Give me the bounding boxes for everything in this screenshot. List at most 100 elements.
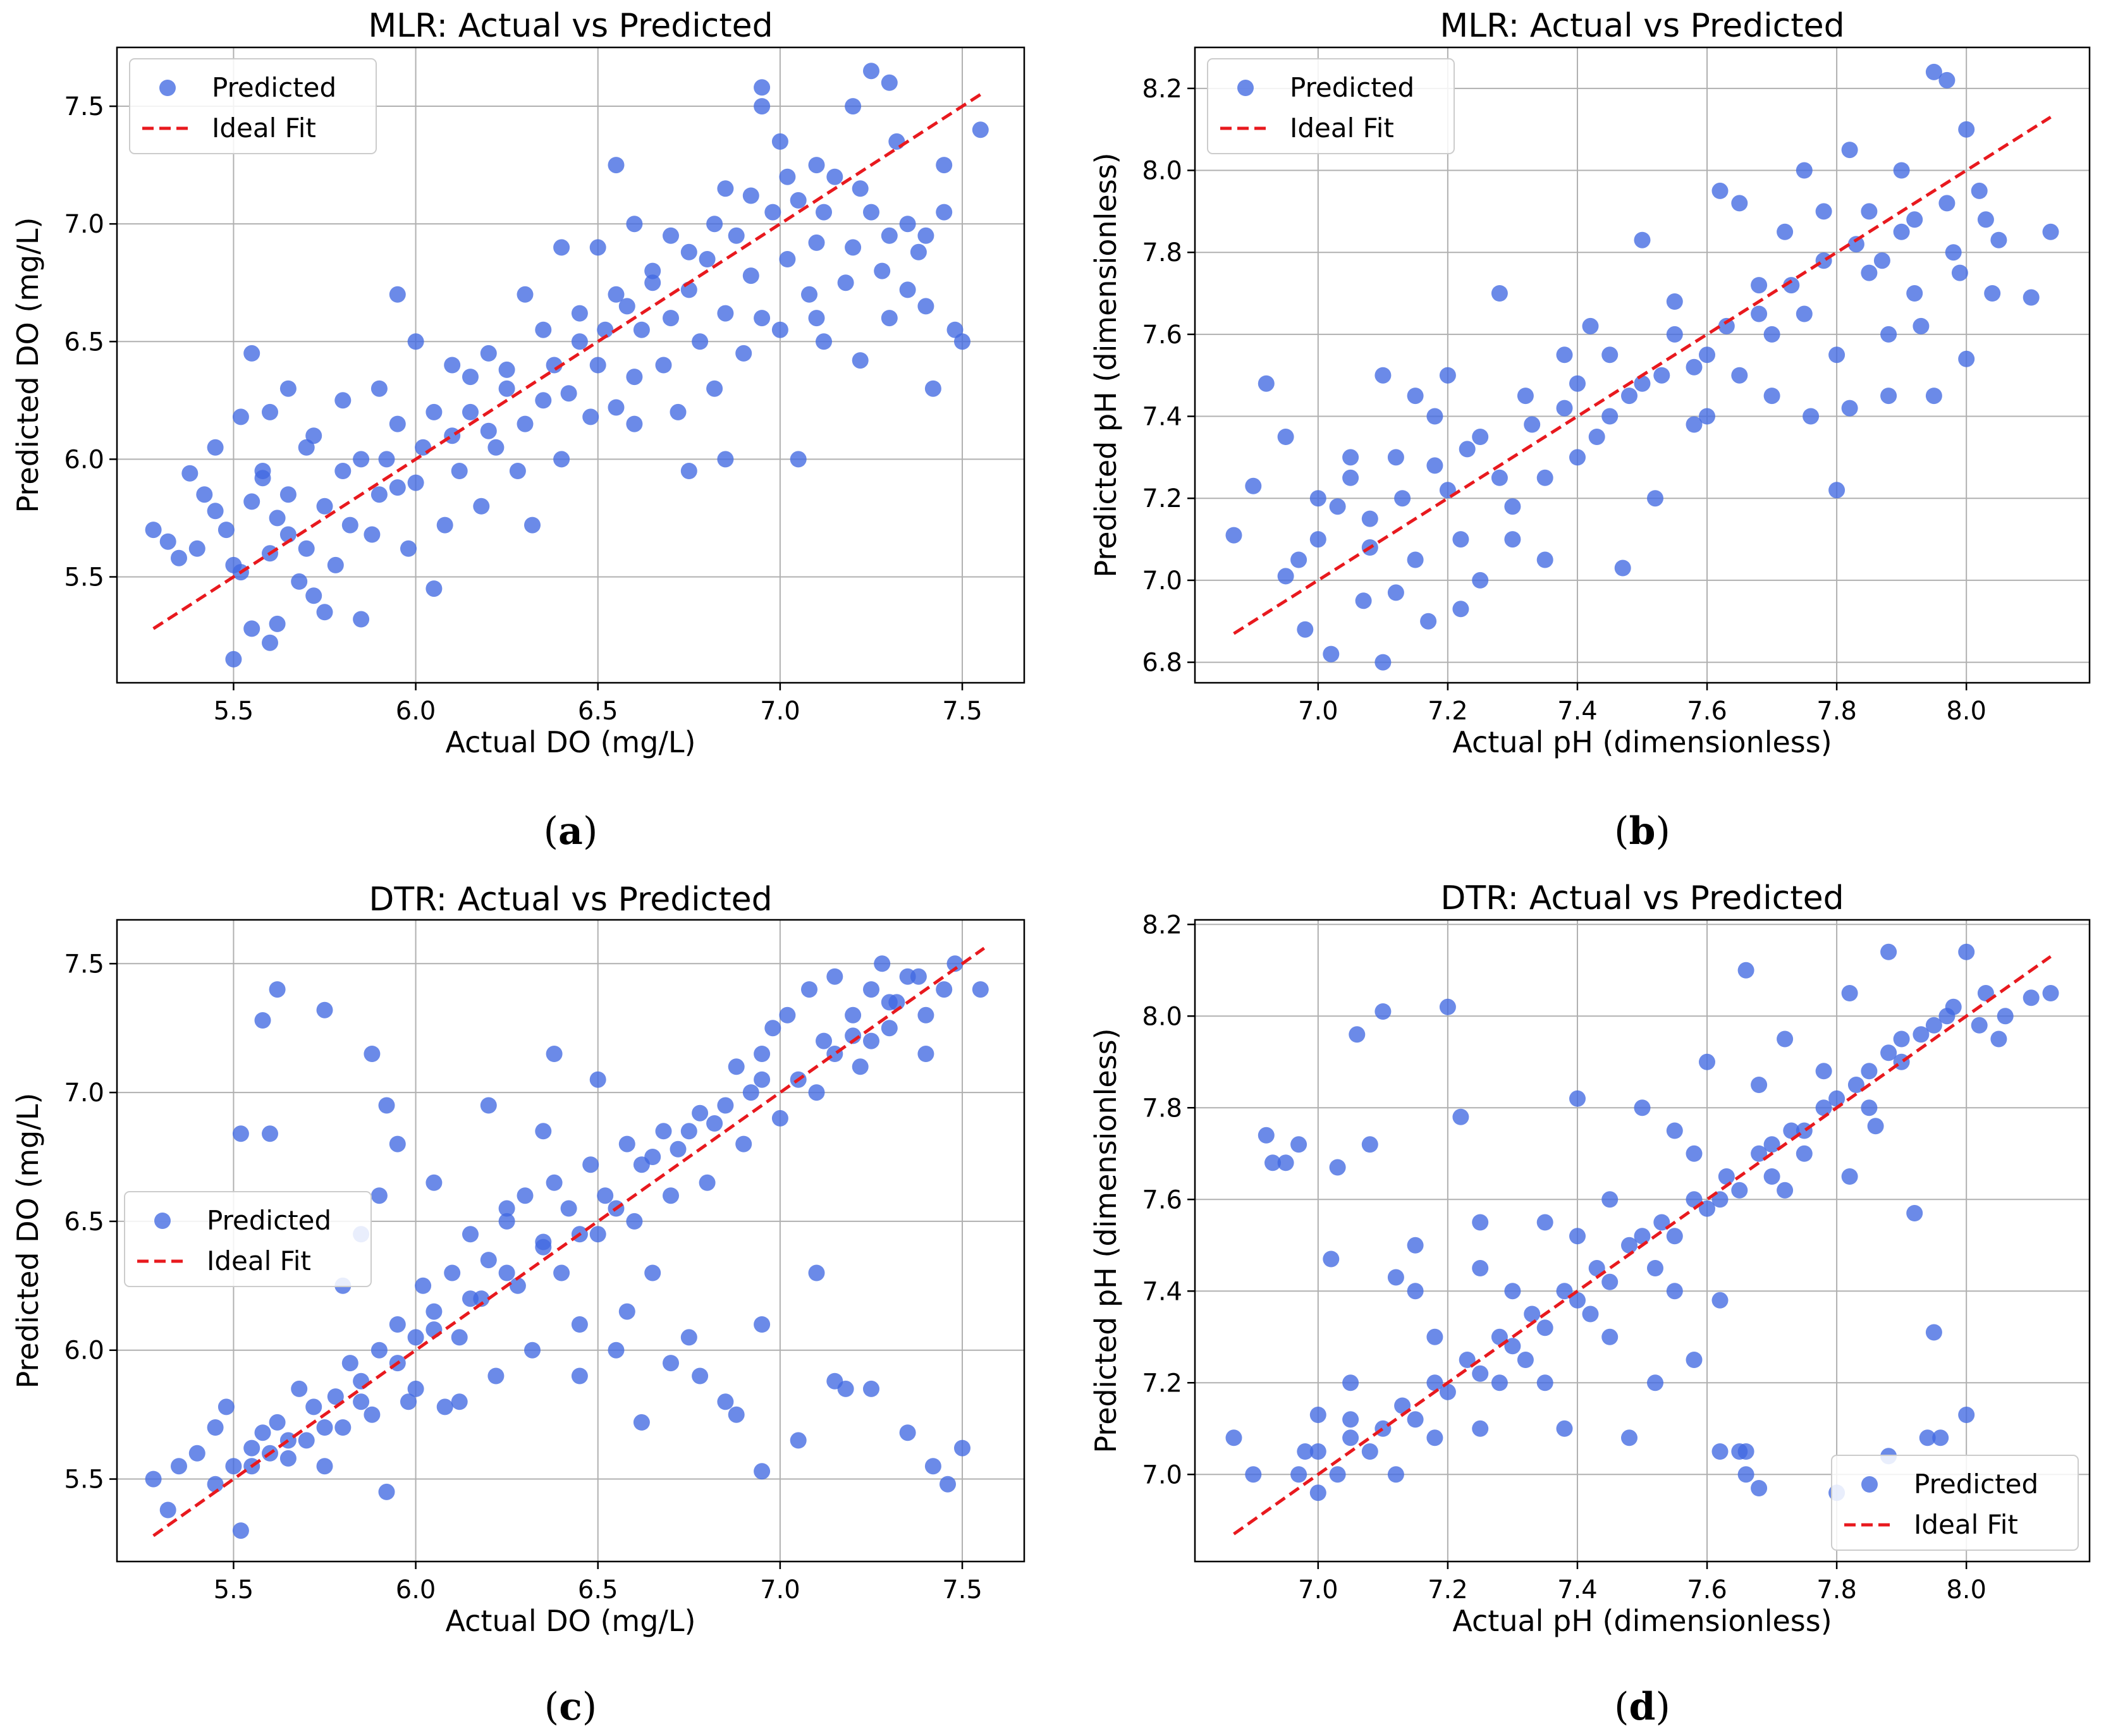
x-tick-label: 6.5 <box>578 1575 618 1605</box>
x-tick-label: 7.6 <box>1687 697 1727 726</box>
x-tick-label: 5.5 <box>214 697 254 726</box>
x-tick-label: 7.4 <box>1557 697 1598 726</box>
scatter-point <box>597 1187 614 1204</box>
scatter-point <box>1634 1099 1651 1116</box>
scatter-point <box>1309 1443 1326 1460</box>
plot-frame <box>116 919 1025 1563</box>
y-tick-label: 6.0 <box>64 445 104 474</box>
scatter-point <box>717 1097 734 1114</box>
scatter-point <box>826 168 843 185</box>
x-tick-label: 7.5 <box>942 697 982 726</box>
scatter-point <box>1893 223 1910 240</box>
scatter-point <box>1426 457 1443 474</box>
scatter-point <box>1945 998 1962 1015</box>
scatter-point <box>1361 510 1378 527</box>
scatter-point <box>1815 1099 1832 1116</box>
scatter-point <box>1873 252 1890 269</box>
scatter-point <box>262 1125 278 1142</box>
scatter-point <box>444 427 461 444</box>
scatter-point <box>589 1071 606 1088</box>
scatter-point <box>1426 408 1443 425</box>
scatter-point <box>145 1470 162 1488</box>
scatter-point <box>1751 1077 1768 1093</box>
scatter-point <box>1569 1090 1586 1107</box>
scatter-point <box>415 1277 432 1294</box>
scatter-point <box>1783 1122 1800 1139</box>
scatter-point <box>571 305 588 322</box>
scatter-point <box>389 286 406 303</box>
scatter-point <box>680 1329 697 1346</box>
scatter-point <box>2023 989 2040 1006</box>
scatter-point <box>487 439 505 456</box>
scatter-point <box>298 540 315 557</box>
scatter-point <box>225 1458 242 1475</box>
scatter-point <box>425 1321 443 1338</box>
scatter-point <box>1556 400 1573 417</box>
scatter-point <box>881 310 898 327</box>
legend-box <box>129 58 377 154</box>
scatter-point <box>1815 252 1832 269</box>
scatter-point <box>217 522 235 539</box>
y-tick-label: 8.0 <box>1142 157 1182 186</box>
x-tick-label: 6.0 <box>396 697 436 726</box>
y-tick-label: 6.5 <box>64 327 104 357</box>
scatter-point <box>316 1419 333 1436</box>
scatter-point <box>1971 182 1988 199</box>
scatter-point <box>159 1501 176 1519</box>
scatter-point <box>1751 277 1768 294</box>
scatter-point <box>1323 1250 1340 1268</box>
scatter-point <box>1686 358 1703 376</box>
scatter-point <box>1407 1411 1424 1428</box>
scatter-point <box>444 1264 461 1281</box>
scatter-point <box>899 281 916 298</box>
scatter-point <box>188 540 205 557</box>
scatter-point <box>1796 1145 1813 1162</box>
scatter-point <box>425 1303 443 1320</box>
scatter-point <box>171 549 187 566</box>
scatter-point <box>1841 985 1858 1001</box>
scatter-point <box>1958 943 1975 960</box>
scatter-point <box>1420 613 1437 630</box>
scatter-point <box>1407 1283 1424 1300</box>
x-tick-label: 7.0 <box>760 697 800 726</box>
scatter-point <box>754 98 771 115</box>
scatter-point <box>644 274 661 291</box>
scatter-point <box>754 79 771 96</box>
plot-frame <box>1194 919 2091 1563</box>
scatter-point <box>1323 645 1340 663</box>
scatter-point <box>316 1458 333 1475</box>
scatter-point <box>462 369 479 386</box>
scatter-point <box>364 526 381 543</box>
scatter-point <box>364 1406 381 1423</box>
scatter-point <box>279 486 297 503</box>
legend-predicted-label: Predicted <box>207 1205 331 1236</box>
scatter-point <box>2042 985 2059 1001</box>
scatter-point <box>1847 236 1864 253</box>
scatter-point <box>1491 285 1508 302</box>
scatter-point <box>801 286 817 303</box>
legend-predicted-label: Predicted <box>1290 72 1414 103</box>
scatter-point <box>480 345 497 362</box>
scatter-point <box>1841 142 1858 159</box>
scatter-point <box>1861 264 1878 281</box>
scatter-point <box>1517 388 1534 405</box>
scatter-point <box>597 321 614 338</box>
scatter-point <box>582 408 599 425</box>
panel-letter: c <box>559 1685 582 1729</box>
scatter-point <box>874 262 891 279</box>
scatter-point <box>1634 375 1651 392</box>
scatter-point <box>1938 71 1956 89</box>
scatter-point <box>1601 1191 1619 1208</box>
x-axis-label: Actual pH (dimensionless) <box>1452 1604 1832 1638</box>
scatter-point <box>389 1316 406 1333</box>
scatter-point <box>1783 277 1800 294</box>
scatter-point <box>1815 1063 1832 1080</box>
scatter-point <box>618 1135 635 1152</box>
scatter-point <box>589 357 606 374</box>
scatter-point <box>663 1355 679 1372</box>
scatter-point <box>608 1342 625 1359</box>
scatter-point <box>498 1200 515 1217</box>
y-tick-label: 7.5 <box>64 950 104 979</box>
scatter-point <box>159 533 176 550</box>
